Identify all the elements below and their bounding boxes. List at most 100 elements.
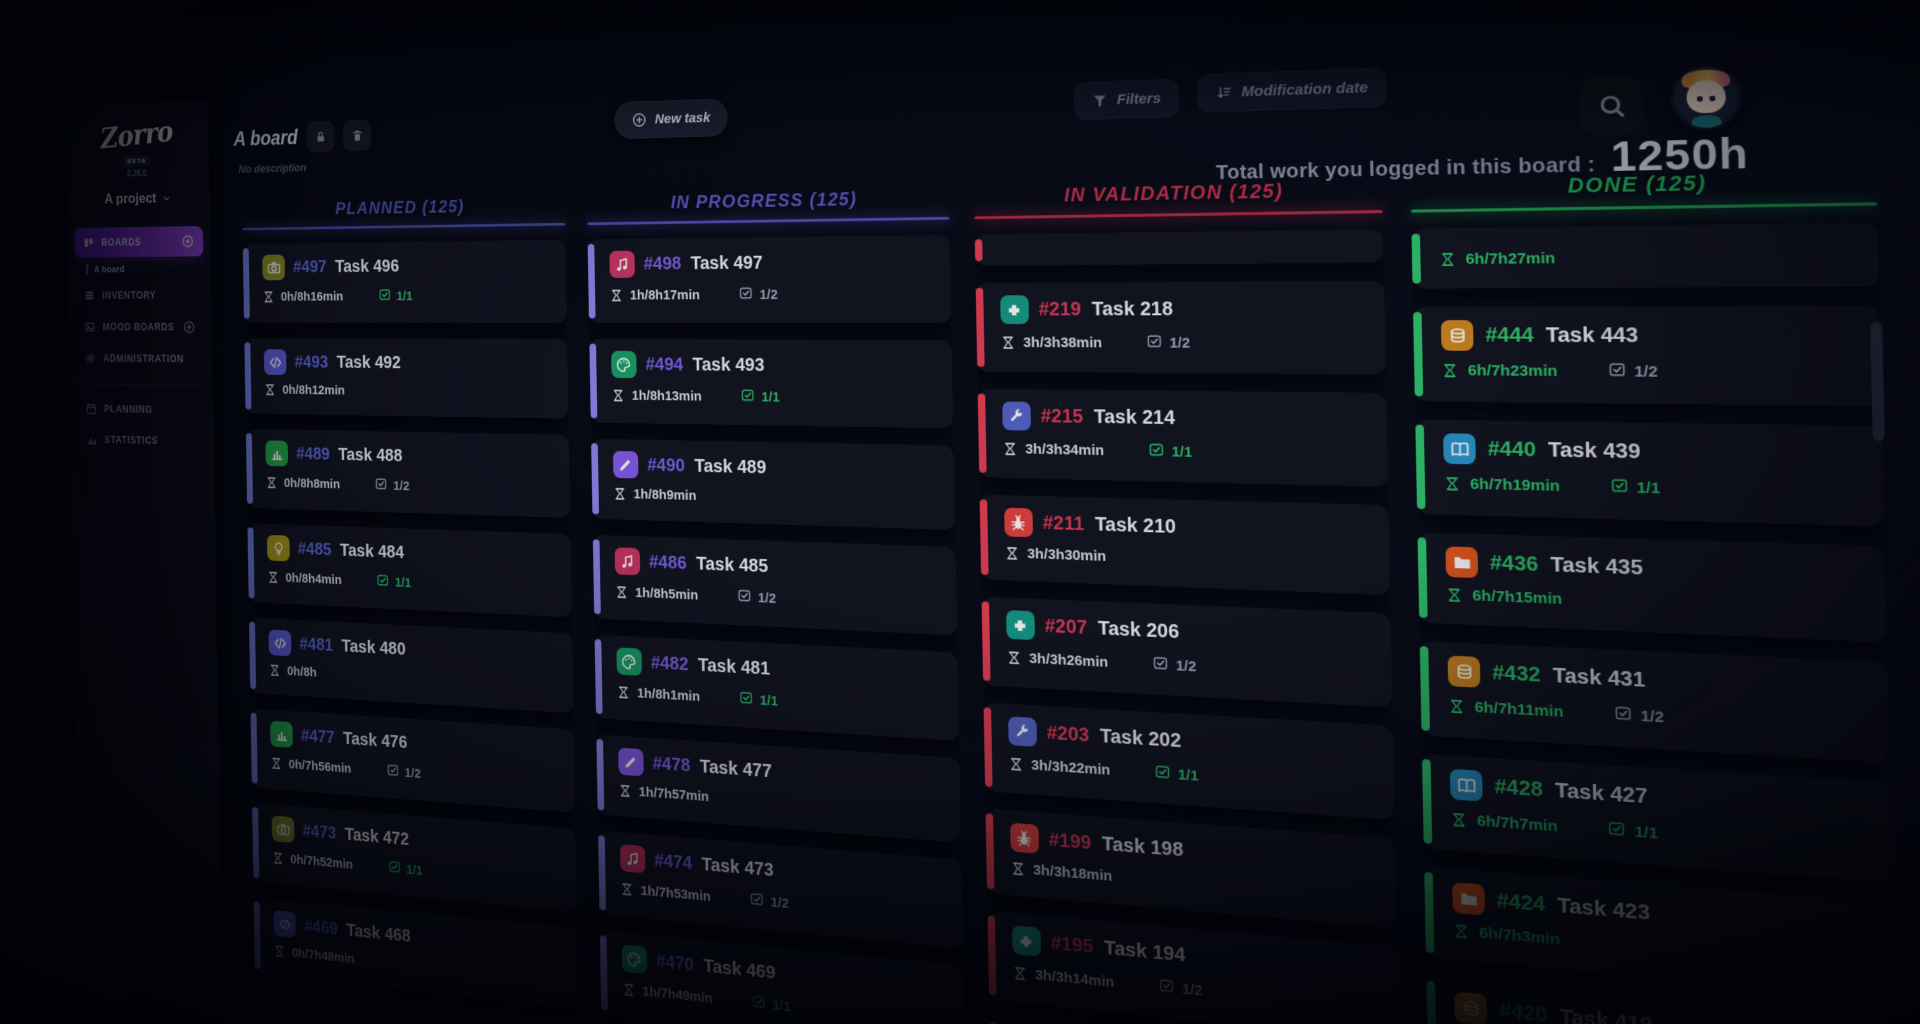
task-card[interactable]: #195 Task 194 3h/3h14min 1/2 bbox=[986, 910, 1400, 1024]
user-avatar[interactable] bbox=[1672, 65, 1741, 129]
task-ref: #219 bbox=[1038, 298, 1082, 320]
task-card-header: #489 Task 488 bbox=[265, 440, 556, 473]
sidebar-item-label: PLANNING bbox=[103, 403, 153, 416]
task-card[interactable]: #497 Task 496 0h/8h16min 1/1 bbox=[242, 239, 567, 323]
bug-icon bbox=[1009, 822, 1039, 854]
project-selector[interactable]: A project bbox=[67, 189, 210, 209]
sidebar-item-boards[interactable]: BOARDS bbox=[74, 225, 204, 258]
task-card[interactable]: #203 Task 202 3h/3h22min 1/1 bbox=[983, 702, 1396, 821]
sidebar-item-inventory[interactable]: INVENTORY bbox=[75, 281, 204, 310]
task-card[interactable] bbox=[974, 229, 1384, 266]
app-logo: Zorro BETA 0.26.0 bbox=[66, 115, 210, 180]
task-card-header: #219 Task 218 bbox=[999, 294, 1369, 325]
add-icon[interactable] bbox=[183, 319, 196, 334]
folder-icon bbox=[1458, 888, 1479, 909]
task-card-header: #444 Task 443 bbox=[1441, 320, 1861, 352]
task-time: 0h/7h52min bbox=[290, 852, 354, 873]
checklist-count: 1/2 bbox=[757, 590, 777, 607]
delete-board-button[interactable] bbox=[342, 119, 372, 152]
chart-icon bbox=[274, 726, 289, 743]
task-card[interactable]: #207 Task 206 3h/3h26min 1/2 bbox=[981, 596, 1393, 708]
task-meta-row: 0h/8h12min bbox=[264, 382, 554, 400]
task-title: Task 210 bbox=[1094, 513, 1177, 538]
task-card[interactable]: #477 Task 476 0h/7h56min 1/2 bbox=[250, 708, 576, 813]
checkbox-icon bbox=[376, 573, 389, 588]
task-card[interactable]: #428 Task 427 6h/7h7min 1/1 bbox=[1422, 753, 1892, 883]
task-card[interactable]: #482 Task 481 1h/8h1min 1/1 bbox=[594, 634, 959, 741]
task-card[interactable]: #432 Task 431 6h/7h11min 1/2 bbox=[1419, 641, 1890, 763]
task-card[interactable]: #489 Task 488 0h/8h8min 1/2 bbox=[245, 428, 571, 518]
pencil-icon bbox=[617, 456, 633, 474]
task-card[interactable]: #485 Task 484 0h/8h4min 1/1 bbox=[247, 523, 572, 618]
column-cards-in-progress: #498 Task 497 1h/8h17min 1/2 #494 Task 493 1h/… bbox=[587, 234, 967, 1024]
search-button[interactable] bbox=[1579, 75, 1644, 136]
task-ref: #444 bbox=[1485, 323, 1534, 347]
task-card[interactable]: #440 Task 439 6h/7h19min 1/1 bbox=[1415, 419, 1885, 527]
task-ref: #470 bbox=[655, 950, 695, 975]
hourglass-icon bbox=[1002, 442, 1016, 457]
hourglass-icon bbox=[617, 685, 630, 699]
task-ref: #420 bbox=[1498, 999, 1548, 1024]
task-card[interactable]: #469 Task 468 0h/7h48min bbox=[253, 897, 579, 1009]
task-card[interactable]: #211 Task 210 3h/3h30min bbox=[979, 494, 1391, 596]
coins-icon bbox=[1447, 326, 1468, 345]
task-card[interactable]: #498 Task 497 1h/8h17min 1/2 bbox=[587, 234, 951, 324]
task-card[interactable]: #424 Task 423 6h/7h3min bbox=[1424, 866, 1895, 1000]
task-card[interactable]: #494 Task 493 1h/8h13min 1/1 bbox=[589, 339, 953, 429]
sidebar-item-mood-boards[interactable]: MOOD BOARDS bbox=[76, 312, 205, 342]
new-task-button[interactable]: New task bbox=[614, 98, 728, 140]
hourglass-icon bbox=[622, 982, 635, 997]
sidebar-item-planning[interactable]: PLANNING bbox=[77, 395, 206, 425]
sort-button[interactable]: Modification date bbox=[1197, 67, 1388, 113]
hourglass-icon bbox=[272, 851, 283, 865]
task-ref: #482 bbox=[650, 652, 689, 675]
hourglass-icon bbox=[267, 571, 278, 584]
column-planned: PLANNED (125) #497 Task 496 0h/8h16min 1/1 #4… bbox=[242, 195, 582, 1024]
checklist-count: 1/1 bbox=[1177, 766, 1199, 785]
task-assignee-row bbox=[612, 413, 938, 418]
bug-icon bbox=[1003, 507, 1033, 538]
task-card[interactable]: #474 Task 473 1h/7h53min 1/2 bbox=[597, 830, 963, 949]
task-card[interactable]: #493 Task 492 0h/8h12min bbox=[244, 338, 569, 419]
hourglass-icon bbox=[272, 851, 283, 865]
task-card[interactable]: #444 Task 443 6h/7h23min 1/2 bbox=[1413, 305, 1882, 407]
hourglass-icon bbox=[263, 290, 274, 303]
task-card[interactable]: #478 Task 477 1h/7h57min bbox=[596, 734, 961, 843]
sidebar-item-statistics[interactable]: STATISTICS bbox=[78, 425, 207, 456]
task-meta-row: 6h/7h23min 1/2 bbox=[1442, 360, 1862, 385]
task-card[interactable]: #473 Task 472 0h/7h52min 1/1 bbox=[252, 802, 577, 913]
task-card[interactable]: #219 Task 218 3h/3h38min 1/2 bbox=[975, 280, 1387, 375]
task-card[interactable]: #470 Task 469 1h/7h49min 1/1 bbox=[599, 930, 965, 1024]
hourglass-icon bbox=[274, 944, 285, 958]
task-checklist: 1/1 bbox=[1610, 476, 1661, 499]
scrollbar-thumb[interactable] bbox=[1870, 322, 1885, 442]
task-card[interactable]: #215 Task 214 3h/3h34min 1/1 bbox=[977, 388, 1389, 487]
task-checklist: 1/2 bbox=[1607, 361, 1658, 383]
task-ref: #497 bbox=[292, 257, 327, 277]
task-time: 0h/8h4min bbox=[285, 570, 342, 588]
checkbox-icon bbox=[1613, 704, 1633, 727]
task-card[interactable]: #481 Task 480 0h/8h bbox=[248, 617, 574, 714]
lock-board-button[interactable] bbox=[306, 120, 335, 153]
puzzle-icon bbox=[999, 295, 1029, 325]
task-card[interactable]: #199 Task 198 3h/3h18min bbox=[985, 808, 1398, 929]
task-card[interactable]: #490 Task 489 1h/8h9min bbox=[590, 438, 955, 531]
sidebar-item-a-board[interactable]: A board bbox=[78, 259, 204, 279]
task-time: 0h/7h48min bbox=[291, 945, 355, 967]
filters-button[interactable]: Filters bbox=[1073, 78, 1179, 121]
hourglass-icon bbox=[267, 571, 278, 584]
palette-icon bbox=[621, 653, 637, 671]
sidebar-item-administration[interactable]: ADMINISTRATION bbox=[76, 344, 205, 373]
calendar-icon bbox=[86, 402, 97, 415]
task-card[interactable]: #436 Task 435 6h/7h15min bbox=[1417, 532, 1887, 643]
hourglass-icon bbox=[1006, 650, 1020, 665]
sidebar: Zorro BETA 0.26.0 A project BOARDS A boar… bbox=[65, 99, 225, 1024]
task-card[interactable]: #486 Task 485 1h/8h5min 1/2 bbox=[592, 534, 957, 636]
task-ref: #473 bbox=[302, 820, 337, 843]
task-title: Task 214 bbox=[1093, 405, 1176, 429]
music-icon bbox=[624, 849, 640, 868]
hourglass-icon bbox=[622, 982, 635, 997]
task-card[interactable]: 6h/7h27min bbox=[1411, 222, 1880, 289]
task-time: 1h/8h1min bbox=[636, 685, 701, 705]
add-icon[interactable] bbox=[181, 234, 194, 249]
